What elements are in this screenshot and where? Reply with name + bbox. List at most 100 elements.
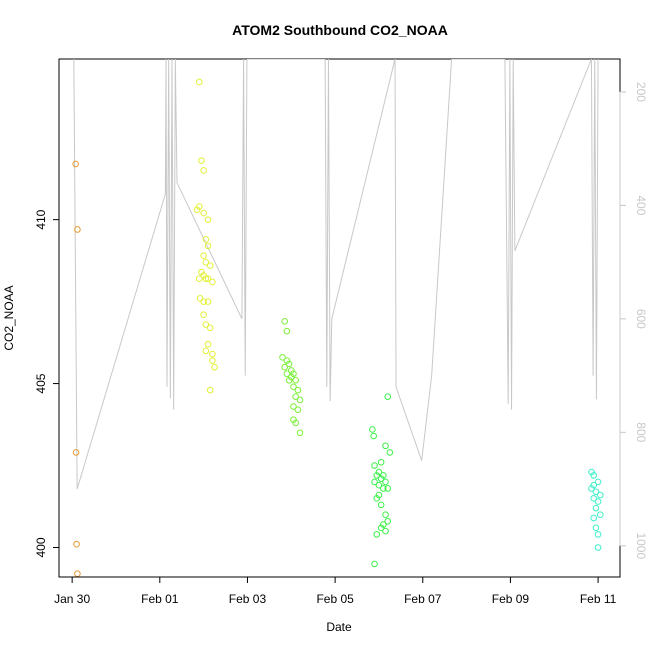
data-points-layer — [72, 78, 604, 578]
data-point — [283, 370, 291, 378]
data-point — [590, 495, 598, 502]
data-point — [592, 488, 600, 496]
y2-tick-label: 200 — [634, 82, 648, 102]
data-point — [588, 485, 595, 492]
data-point — [380, 485, 387, 492]
data-point — [285, 360, 293, 368]
data-point — [292, 419, 299, 427]
data-point — [200, 252, 207, 260]
data-point — [195, 78, 203, 86]
data-point — [294, 386, 302, 394]
data-point — [283, 327, 291, 335]
data-point — [382, 511, 389, 519]
y2-tick-label: 800 — [634, 422, 648, 442]
data-point — [73, 540, 80, 548]
y-axis: 400 405 410 — [34, 209, 60, 558]
x-tick-label: Feb 03 — [229, 592, 267, 606]
data-point — [279, 354, 286, 361]
data-point — [375, 491, 383, 499]
data-point — [290, 383, 297, 391]
data-point — [296, 429, 304, 437]
y2-axis: 200 400 600 800 1000 — [619, 82, 648, 559]
data-point — [375, 481, 383, 489]
data-point — [369, 426, 376, 433]
data-point — [290, 370, 297, 378]
data-point — [590, 514, 598, 522]
data-point — [373, 472, 381, 479]
data-point — [384, 485, 392, 492]
x-axis: Jan 30 Feb 01 Feb 03 Feb 05 Feb 07 Feb 09 Feb … — [54, 576, 617, 606]
data-point — [292, 376, 299, 384]
data-point — [292, 393, 299, 400]
data-point — [200, 209, 207, 217]
data-point — [596, 511, 604, 519]
data-point — [370, 432, 377, 440]
data-point — [281, 363, 289, 371]
data-point — [384, 393, 392, 400]
data-point — [72, 449, 80, 456]
data-point — [209, 278, 216, 286]
data-point — [371, 560, 378, 568]
data-point — [594, 531, 602, 538]
data-point — [373, 531, 381, 538]
data-point — [195, 275, 203, 282]
data-point — [382, 478, 389, 486]
data-point — [594, 478, 602, 486]
data-point — [375, 468, 383, 476]
data-point — [290, 403, 297, 410]
data-point — [193, 206, 201, 214]
profile-line — [73, 59, 599, 490]
data-point — [294, 406, 302, 414]
data-point — [204, 216, 212, 223]
data-point — [592, 504, 600, 512]
y2-tick-label: 400 — [634, 195, 648, 215]
x-tick-label: Feb 05 — [316, 592, 354, 606]
data-point — [204, 275, 212, 282]
y2-tick-label: 1000 — [634, 532, 648, 559]
x-tick-label: Feb 01 — [141, 592, 179, 606]
data-point — [382, 442, 389, 450]
data-point — [287, 367, 295, 374]
y-tick-label: 405 — [34, 373, 48, 393]
data-point — [285, 376, 293, 384]
x-tick-label: Feb 09 — [492, 592, 530, 606]
chart-title: ATOM2 Southbound CO2_NOAA — [232, 22, 448, 38]
data-point — [373, 495, 381, 502]
y-tick-label: 410 — [34, 209, 48, 229]
data-point — [380, 521, 387, 528]
x-tick-label: Jan 30 — [54, 592, 90, 606]
data-point — [202, 321, 210, 328]
data-point — [211, 363, 218, 371]
data-point — [200, 272, 207, 279]
data-point — [384, 517, 392, 525]
data-point — [200, 311, 207, 319]
data-point — [377, 458, 385, 466]
plot-frame — [58, 58, 621, 578]
data-point — [283, 357, 291, 364]
data-point — [206, 262, 214, 269]
data-point — [371, 462, 378, 469]
data-point — [371, 478, 378, 486]
data-point — [200, 167, 207, 174]
data-point — [202, 347, 210, 355]
data-point — [588, 468, 595, 476]
data-point — [202, 258, 210, 266]
data-point — [281, 317, 289, 325]
data-point — [72, 160, 79, 168]
data-point — [198, 157, 205, 164]
data-point — [74, 226, 81, 233]
data-point — [200, 298, 207, 305]
data-point — [209, 350, 216, 358]
data-point — [74, 570, 81, 578]
data-point — [204, 242, 212, 250]
data-point — [377, 501, 385, 509]
data-point — [195, 203, 203, 210]
data-point — [196, 295, 204, 302]
data-point — [204, 340, 212, 348]
data-point — [202, 275, 210, 282]
data-point — [594, 498, 602, 505]
profile-line-layer — [73, 59, 599, 490]
data-point — [377, 475, 385, 482]
